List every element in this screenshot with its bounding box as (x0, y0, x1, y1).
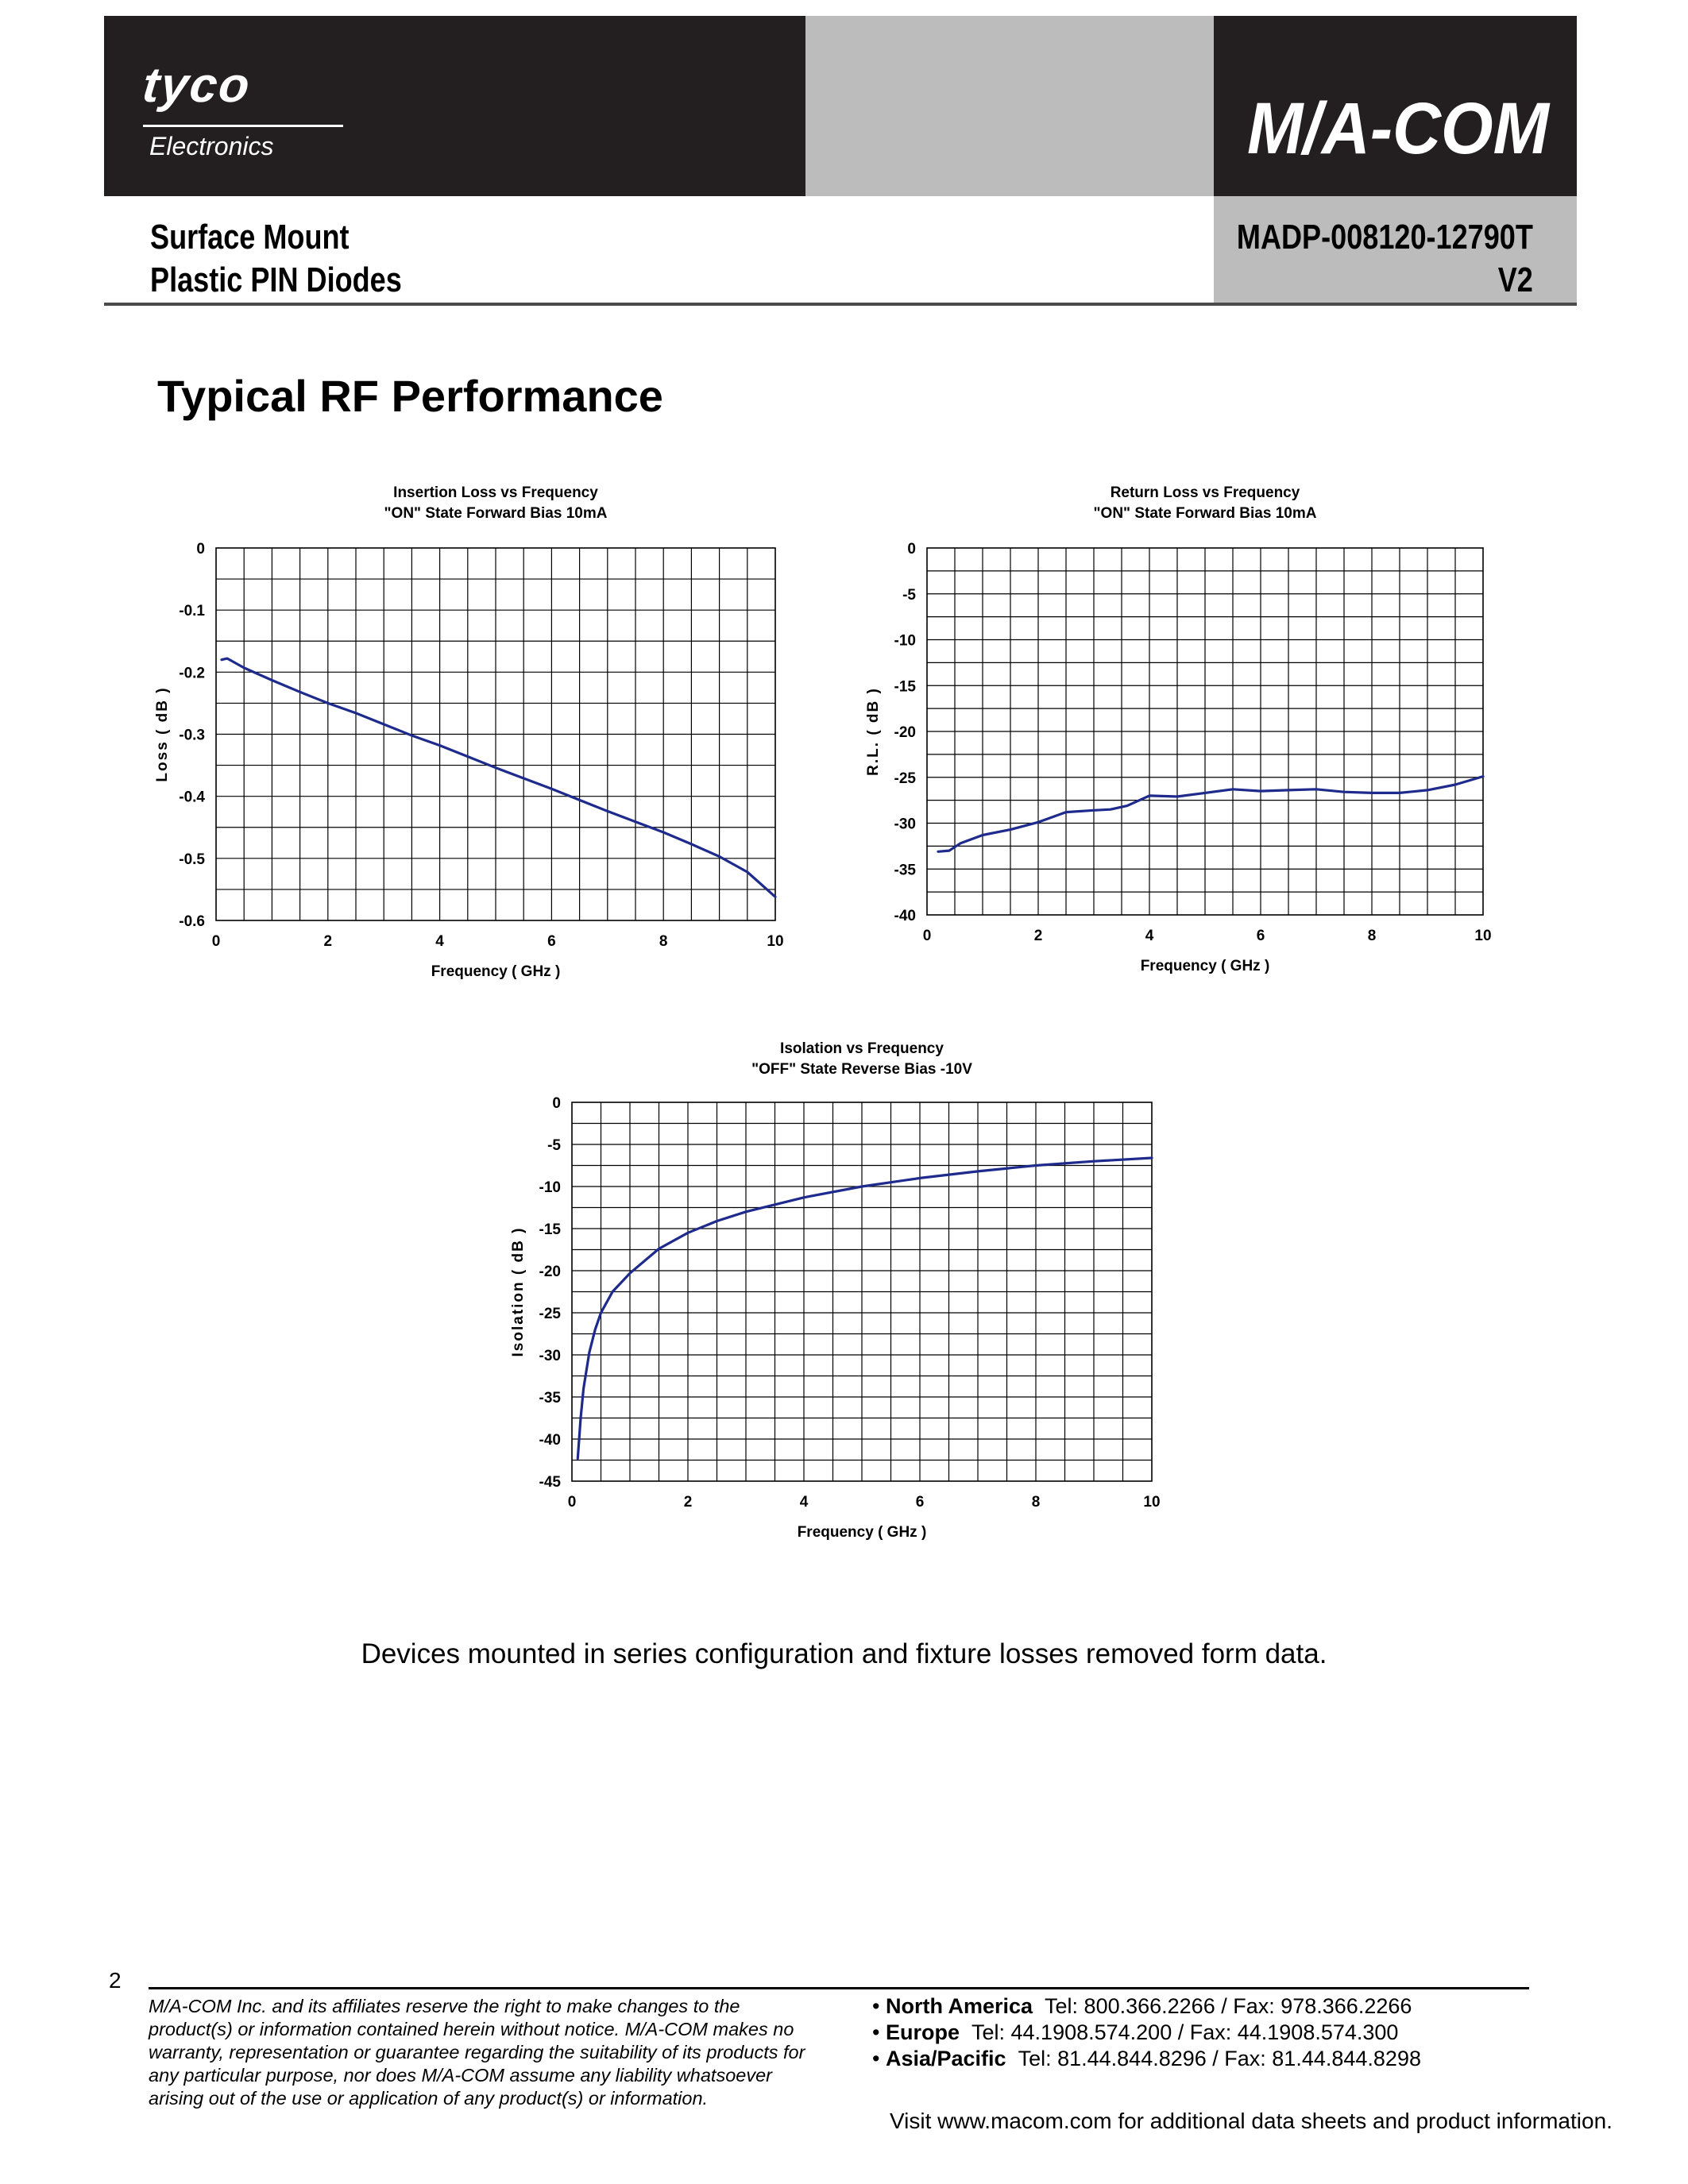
y-tick-label: -15 (539, 1221, 562, 1238)
y-tick-label: 0 (907, 541, 916, 558)
website-note: Visit www.macom.com for additional data … (890, 2109, 1613, 2133)
disclaimer-text: M/A-COM Inc. and its affiliates reserve … (149, 1996, 805, 2109)
version-label: V2 (1497, 260, 1533, 299)
x-tick-label: 2 (1034, 928, 1043, 944)
y-tick-label: -0.3 (179, 727, 205, 744)
isolation-chart: Isolation vs Frequency "OFF" State Revers… (510, 1040, 1161, 1541)
x-tick-label: 6 (916, 1494, 925, 1511)
chart-title: Return Loss vs Frequency (1111, 484, 1300, 501)
page-number: 2 (109, 1968, 122, 1993)
y-tick-label: -30 (894, 816, 916, 833)
y-tick-label: -30 (539, 1348, 561, 1364)
y-axis-label: Isolation ( dB ) (510, 1227, 527, 1357)
y-axis-label: Loss ( dB ) (154, 686, 171, 781)
y-tick-label: -10 (894, 633, 916, 650)
footer-divider (149, 1987, 1529, 1989)
chart-grid (216, 548, 775, 920)
part-number-band (1214, 196, 1577, 305)
y-tick-label: -45 (539, 1474, 562, 1491)
header-banner-right (1214, 16, 1577, 196)
x-tick-label: 10 (767, 933, 783, 950)
return-loss-chart: Return Loss vs Frequency "ON" State Forwa… (865, 484, 1492, 974)
chart-subtitle: "ON" State Forward Bias 10mA (384, 505, 608, 522)
tyco-logo-rule (143, 125, 343, 127)
macom-logo-text: M/A-COM (1247, 88, 1551, 169)
y-tick-label: -40 (539, 1432, 561, 1449)
contact-region: North America (885, 1994, 1033, 2018)
y-tick-label: -20 (539, 1264, 561, 1280)
x-axis-label: Frequency ( GHz ) (798, 1524, 927, 1541)
header-banner-middle (805, 16, 1214, 196)
y-tick-label: -15 (894, 678, 917, 695)
series-line (937, 775, 1485, 853)
y-tick-label: -10 (539, 1179, 561, 1196)
product-line-2: Plastic PIN Diodes (150, 260, 402, 299)
y-tick-label: -25 (539, 1306, 562, 1322)
y-tick-label: -40 (894, 908, 916, 924)
y-tick-label: -0.4 (179, 789, 205, 806)
plot-frame (215, 547, 776, 921)
x-tick-label: 4 (435, 933, 444, 950)
y-tick-label: -5 (902, 587, 916, 604)
chart-title: Insertion Loss vs Frequency (393, 484, 598, 501)
x-tick-label: 0 (923, 928, 932, 944)
x-axis-label: Frequency ( GHz ) (431, 963, 561, 980)
part-number: MADP-008120-12790T (1236, 218, 1533, 257)
plot-frame (571, 1102, 1153, 1482)
product-line-1: Surface Mount (150, 218, 350, 257)
insertion-loss-chart: Insertion Loss vs Frequency "ON" State Fo… (154, 484, 784, 980)
tyco-logo-subtext: Electronics (149, 132, 274, 160)
chart-title: Isolation vs Frequency (780, 1040, 944, 1057)
x-tick-label: 6 (1257, 928, 1265, 944)
x-tick-label: 10 (1474, 928, 1491, 944)
y-tick-label: 0 (196, 541, 205, 558)
contact-item-north-america: • North America Tel: 800.366.2266 / Fax:… (872, 1994, 1412, 2018)
y-tick-label: 0 (552, 1095, 561, 1112)
contact-details: Tel: 81.44.844.8296 / Fax: 81.44.844.829… (1018, 2047, 1421, 2070)
contact-item-europe: • Europe Tel: 44.1908.574.200 / Fax: 44.… (872, 2020, 1399, 2044)
x-tick-label: 8 (1368, 928, 1377, 944)
y-tick-label: -0.5 (179, 851, 205, 868)
chart-grid (572, 1102, 1152, 1481)
plot-frame (926, 547, 1484, 916)
y-tick-label: -35 (539, 1390, 562, 1406)
measurement-note: Devices mounted in series configuration … (361, 1638, 1327, 1669)
series-line (576, 1156, 1153, 1460)
macom-logo: M/A-COM (1247, 88, 1551, 169)
x-axis-label: Frequency ( GHz ) (1141, 958, 1270, 974)
x-tick-label: 4 (800, 1494, 809, 1511)
y-tick-label: -0.1 (179, 603, 205, 619)
y-tick-label: -0.6 (179, 913, 205, 930)
y-tick-label: -25 (894, 770, 917, 787)
contact-item-asia-pacific: • Asia/Pacific Tel: 81.44.844.8296 / Fax… (872, 2047, 1421, 2070)
x-tick-label: 4 (1145, 928, 1154, 944)
chart-subtitle: "ON" State Forward Bias 10mA (1094, 505, 1317, 522)
contact-list: • North America Tel: 800.366.2266 / Fax:… (872, 1993, 1421, 2072)
tyco-logo: tyco (140, 58, 254, 113)
section-title: Typical RF Performance (157, 371, 663, 421)
x-tick-label: 8 (659, 933, 668, 950)
x-tick-label: 2 (684, 1494, 693, 1511)
chart-grid (927, 548, 1483, 915)
x-tick-label: 8 (1032, 1494, 1041, 1511)
y-tick-label: -5 (547, 1137, 561, 1154)
x-tick-label: 10 (1143, 1494, 1160, 1511)
contact-details: Tel: 44.1908.574.200 / Fax: 44.1908.574.… (971, 2020, 1399, 2044)
series-line (220, 657, 777, 898)
contact-region: Asia/Pacific (885, 2047, 1006, 2070)
chart-subtitle: "OFF" State Reverse Bias -10V (751, 1061, 972, 1078)
x-tick-label: 6 (547, 933, 556, 950)
y-tick-label: -20 (894, 724, 916, 741)
x-tick-label: 0 (212, 933, 221, 950)
header-banner-left (104, 16, 805, 196)
y-tick-label: -35 (894, 862, 917, 878)
y-tick-label: -0.2 (179, 665, 205, 681)
y-axis-label: R.L. ( dB ) (865, 687, 882, 776)
contact-region: Europe (885, 2020, 960, 2044)
contact-details: Tel: 800.366.2266 / Fax: 978.366.2266 (1045, 1994, 1412, 2018)
x-tick-label: 2 (324, 933, 333, 950)
header-divider (104, 303, 1577, 306)
x-tick-label: 0 (568, 1494, 577, 1511)
